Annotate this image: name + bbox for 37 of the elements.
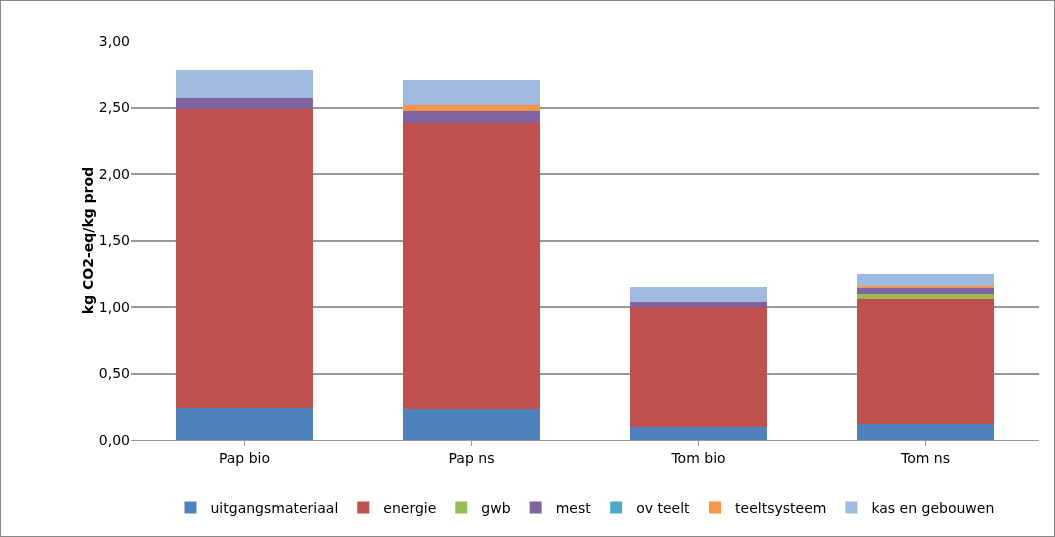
bar	[403, 104, 540, 112]
y-tick-label: 1,50	[98, 232, 130, 249]
legend-label: mest	[555, 499, 592, 516]
legend-label: uitgangsmateriaal	[210, 499, 339, 516]
legend-label: energie	[383, 499, 437, 516]
legend-label: kas en gebouwen	[871, 499, 995, 516]
y-tick-label: 2,00	[98, 165, 130, 182]
bar	[403, 79, 540, 105]
bar	[176, 108, 313, 409]
bar	[630, 301, 767, 307]
y-tick-label: 2,50	[98, 99, 130, 116]
legend-label: gwb	[481, 499, 511, 516]
bar	[403, 111, 540, 124]
bar	[630, 426, 767, 440]
y-axis-title: kg CO2-eq/kg prod	[80, 166, 96, 315]
bar	[403, 123, 540, 410]
x-tick-label: Pap ns	[448, 449, 495, 466]
bar	[857, 293, 994, 300]
x-tick-label: Tom ns	[900, 449, 950, 466]
bar	[857, 288, 994, 294]
bar	[176, 70, 313, 99]
x-tick-label: Pap bio	[218, 449, 271, 466]
x-tick-label: Tom bio	[670, 449, 726, 466]
bar	[857, 273, 994, 286]
bar	[176, 408, 313, 440]
legend-label: teeltsysteem	[735, 499, 827, 516]
y-tick-label: 1,00	[98, 298, 130, 315]
bar	[857, 424, 994, 440]
bar	[630, 307, 767, 427]
bar	[857, 299, 994, 425]
y-tick-label: 3,00	[98, 32, 130, 49]
legend-label: ov teelt	[636, 499, 691, 516]
y-tick-label: 0,50	[98, 365, 130, 382]
bar	[403, 409, 540, 440]
bar	[176, 98, 313, 109]
bar	[630, 287, 767, 302]
y-tick-label: 0,00	[98, 431, 130, 448]
